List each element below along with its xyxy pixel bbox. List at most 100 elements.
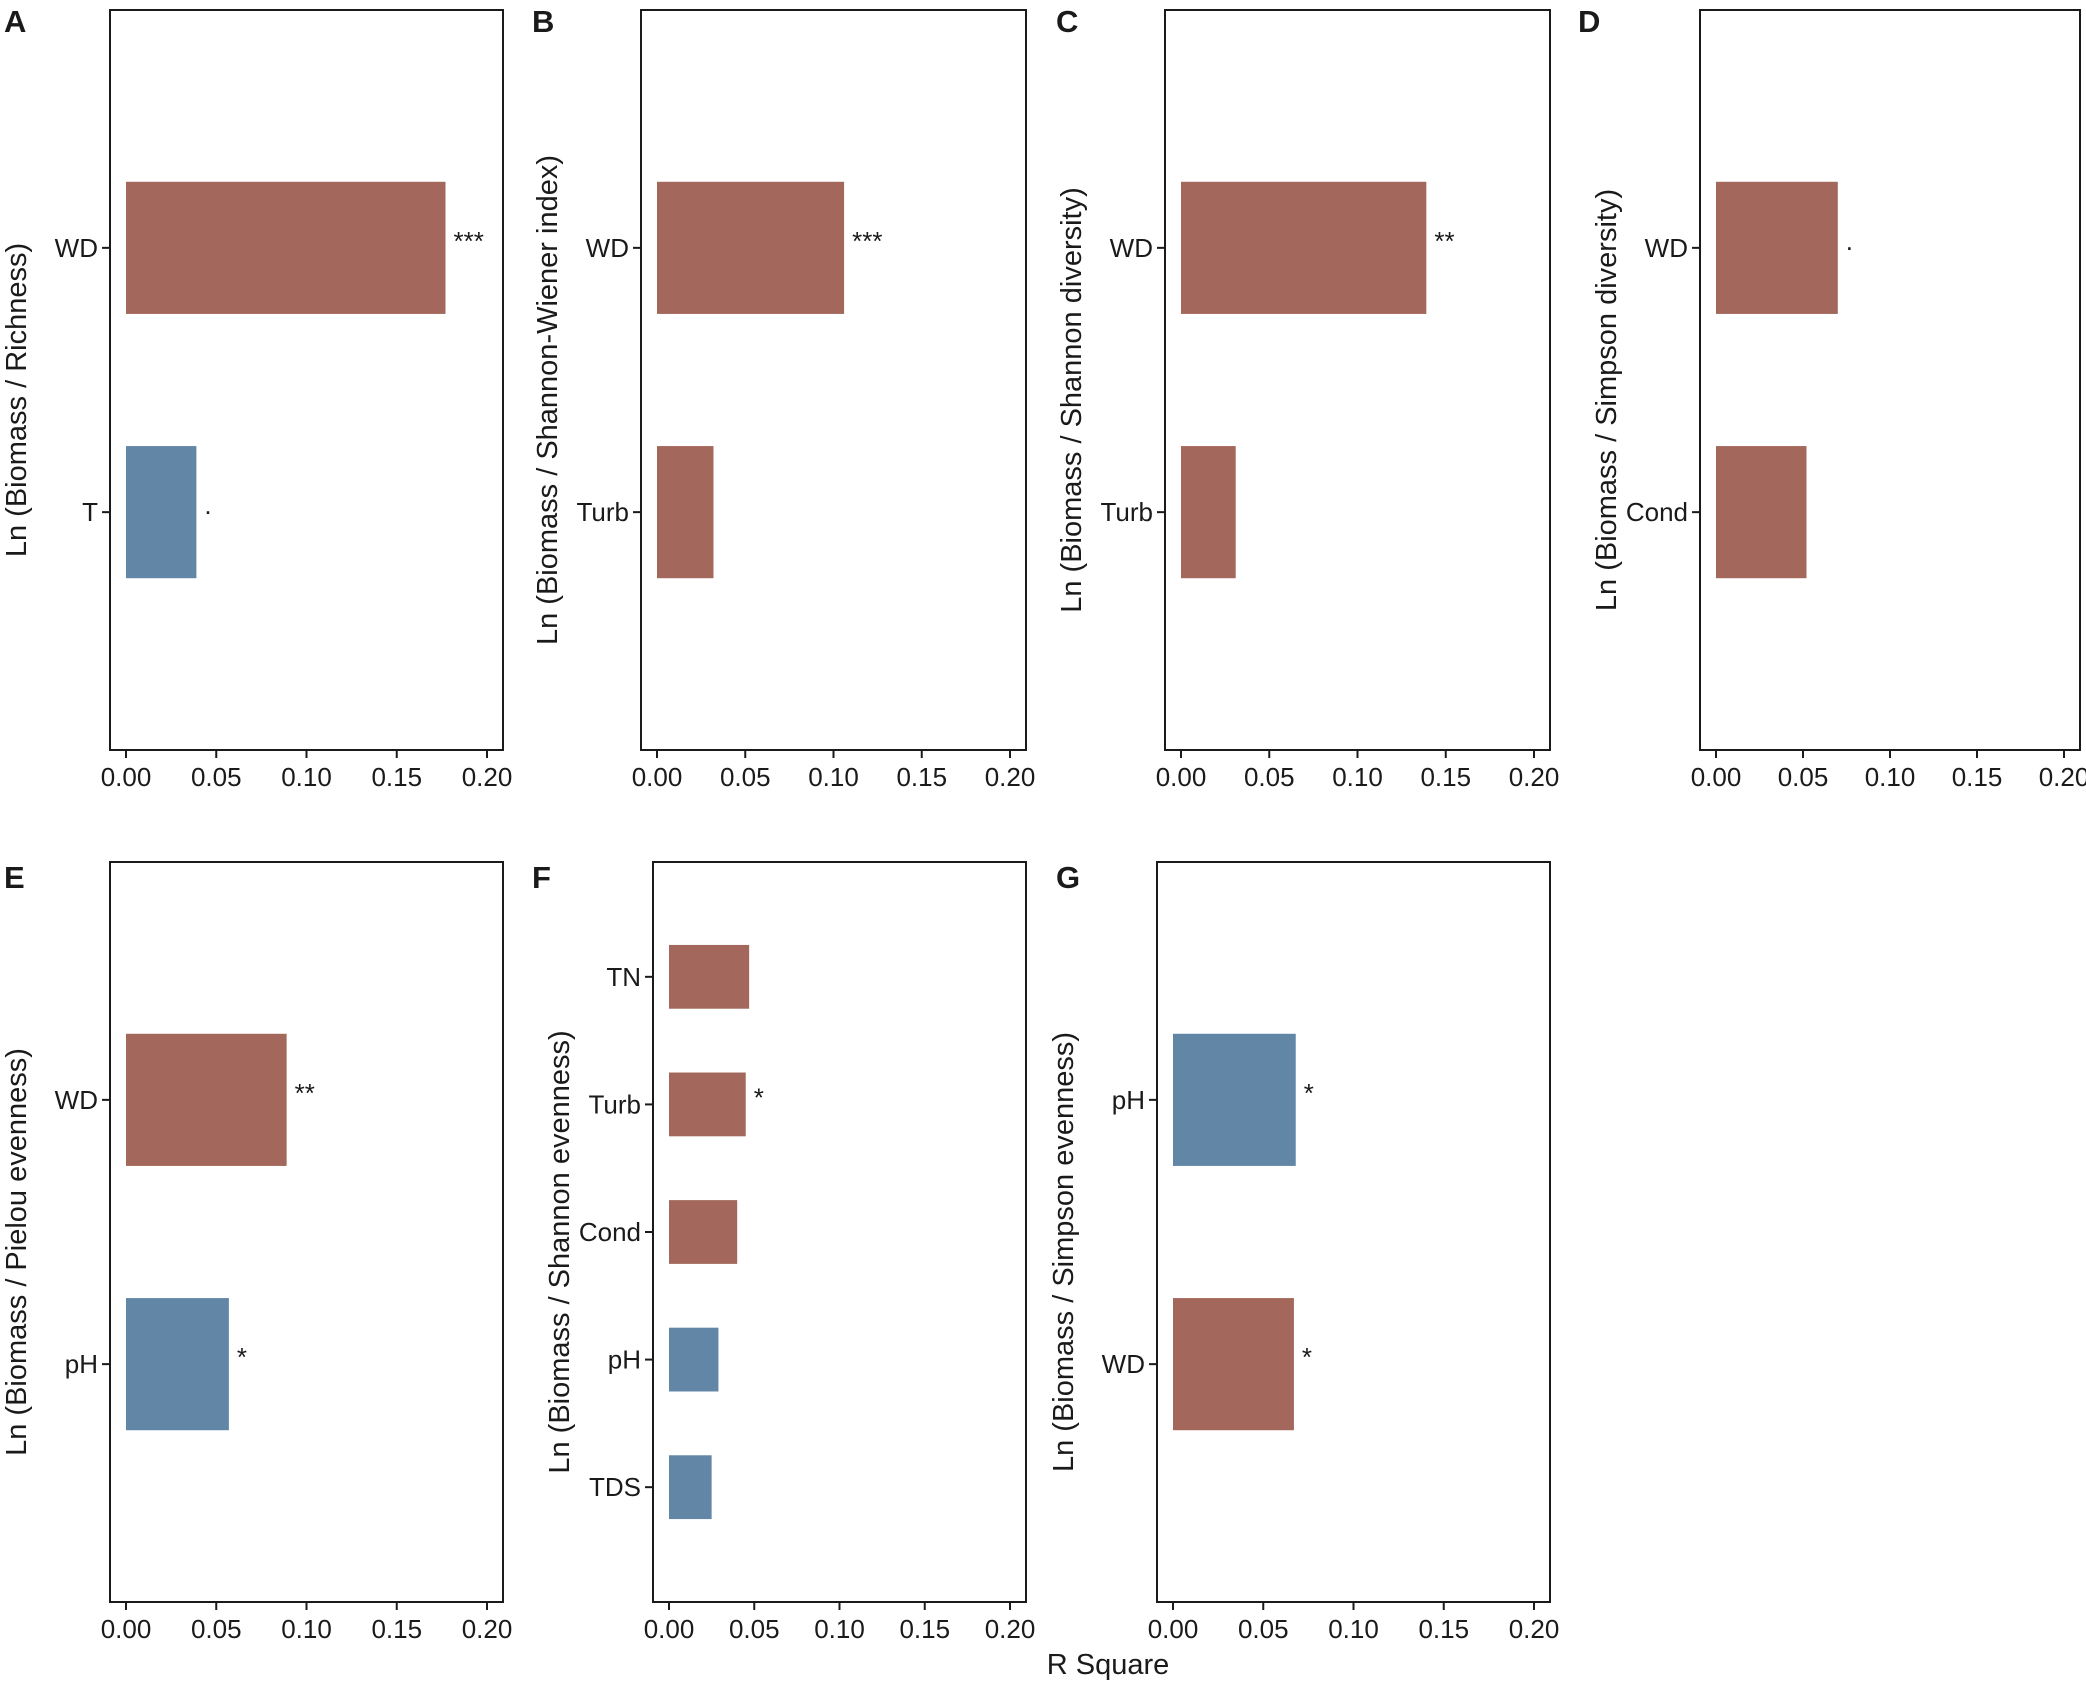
significance-label: .: [204, 490, 211, 520]
bar-turb: [669, 1072, 746, 1137]
x-tick-label: 0.00: [1691, 762, 1742, 792]
category-label: pH: [65, 1349, 98, 1379]
x-tick-label: 0.05: [191, 1614, 242, 1644]
category-label: WD: [55, 1085, 98, 1115]
y-axis-title: Ln (Biomass / Shannon-Wiener index): [532, 155, 564, 645]
x-tick-label: 0.10: [281, 1614, 332, 1644]
bar-turb: [657, 446, 714, 579]
x-tick-label: 0.20: [1509, 1614, 1560, 1644]
x-tick-label: 0.10: [1865, 762, 1916, 792]
bar-wd: [1181, 181, 1427, 314]
panel-letter: D: [1578, 4, 1600, 39]
category-label: Cond: [1626, 497, 1688, 527]
x-tick-label: 0.10: [1328, 1614, 1379, 1644]
bar-tn: [669, 944, 750, 1009]
bar-wd: [126, 181, 446, 314]
x-tick-label: 0.15: [371, 762, 422, 792]
x-tick-label: 0.05: [1778, 762, 1829, 792]
plot-frame: [109, 9, 504, 751]
panel-f: F 0.00 0.05 0.10 0.15 0.20 TN Turb * Cond pH TDS Ln …: [532, 860, 1035, 1644]
x-axis-label: R Square: [1047, 1649, 1170, 1681]
x-tick-label: 0.10: [814, 1614, 865, 1644]
panel-e: E 0.00 0.05 0.10 0.15 0.20 WD ** pH * Ln (Biomass …: [1, 860, 512, 1644]
category-label: WD: [1645, 233, 1688, 263]
y-axis-title: Ln (Biomass / Simpson diversity): [1591, 189, 1623, 611]
x-tick-label: 0.10: [281, 762, 332, 792]
category-label: pH: [1112, 1085, 1145, 1115]
category-label: TDS: [589, 1472, 641, 1502]
panel-letter: F: [532, 860, 551, 895]
significance-label: *: [1302, 1342, 1312, 1372]
x-tick-label: 0.20: [462, 1614, 513, 1644]
y-axis-title: Ln (Biomass / Shannon evenness): [544, 1030, 576, 1473]
plot-frame: [1164, 9, 1551, 751]
bar-cond: [1716, 446, 1807, 579]
panel-b: B 0.00 0.05 0.10 0.15 0.20 WD *** Turb Ln (Biomas…: [532, 4, 1035, 792]
x-tick-label: 0.05: [191, 762, 242, 792]
x-tick-label: 0.00: [1148, 1614, 1199, 1644]
plot-frame: [640, 9, 1027, 751]
x-tick-label: 0.05: [720, 762, 771, 792]
bar-turb: [1181, 446, 1236, 579]
panel-letter: C: [1056, 4, 1078, 39]
plot-frame: [1699, 9, 2081, 751]
y-axis-title: Ln (Biomass / Shannon diversity): [1056, 187, 1088, 613]
category-label: WD: [1110, 233, 1153, 263]
x-tick-label: 0.20: [1509, 762, 1560, 792]
panel-letter: A: [4, 4, 26, 39]
significance-label: .: [1846, 226, 1853, 256]
x-tick-label: 0.00: [1156, 762, 1207, 792]
category-label: T: [82, 497, 98, 527]
plot-frame: [1156, 861, 1551, 1603]
panel-letter: E: [4, 860, 25, 895]
significance-label: **: [1434, 226, 1454, 256]
x-tick-label: 0.10: [808, 762, 859, 792]
category-label: WD: [586, 233, 629, 263]
category-label: Turb: [589, 1089, 642, 1119]
panel-a: A 0.00 0.05 0.10 0.15 0.20 WD *** T . Ln (Biomass …: [1, 4, 512, 792]
x-tick-label: 0.15: [371, 1614, 422, 1644]
significance-label: ***: [453, 226, 483, 256]
panel-letter: G: [1056, 860, 1080, 895]
x-tick-label: 0.05: [1244, 762, 1295, 792]
x-tick-label: 0.00: [632, 762, 683, 792]
significance-label: ***: [852, 226, 882, 256]
significance-label: *: [754, 1082, 764, 1112]
category-label: pH: [608, 1345, 641, 1375]
panel-g: G 0.00 0.05 0.10 0.15 0.20 pH * WD * Ln (Biomass /…: [1048, 860, 1559, 1644]
bar-wd: [126, 1033, 287, 1166]
x-tick-label: 0.20: [985, 762, 1036, 792]
x-tick-label: 0.20: [462, 762, 513, 792]
plot-frame: [109, 861, 504, 1603]
x-tick-label: 0.15: [896, 762, 947, 792]
significance-label: *: [1304, 1078, 1314, 1108]
bar-ph: [126, 1298, 229, 1431]
x-tick-label: 0.15: [1420, 762, 1471, 792]
bar-ph: [1173, 1033, 1296, 1166]
x-tick-label: 0.15: [1418, 1614, 1469, 1644]
bar-ph: [669, 1327, 719, 1392]
panel-letter: B: [532, 4, 554, 39]
x-tick-label: 0.20: [2039, 762, 2086, 792]
y-axis-title: Ln (Biomass / Simpson evenness): [1048, 1032, 1080, 1472]
y-axis-title: Ln (Biomass / Pielou evenness): [1, 1048, 33, 1456]
x-tick-label: 0.15: [1952, 762, 2003, 792]
x-tick-label: 0.00: [101, 762, 152, 792]
significance-label: *: [237, 1342, 247, 1372]
bar-cond: [669, 1200, 738, 1264]
x-tick-label: 0.05: [1238, 1614, 1289, 1644]
category-label: WD: [1102, 1349, 1145, 1379]
x-tick-label: 0.00: [644, 1614, 695, 1644]
bar-t: [126, 446, 197, 579]
x-tick-label: 0.10: [1332, 762, 1383, 792]
bar-tds: [669, 1455, 712, 1520]
bar-wd: [657, 181, 845, 314]
x-tick-label: 0.20: [985, 1614, 1036, 1644]
x-tick-label: 0.05: [729, 1614, 780, 1644]
significance-label: **: [295, 1078, 315, 1108]
panel-c: C 0.00 0.05 0.10 0.15 0.20 WD ** Turb Ln (Biomass…: [1056, 4, 1559, 792]
category-label: Turb: [1101, 497, 1154, 527]
x-tick-label: 0.15: [899, 1614, 950, 1644]
